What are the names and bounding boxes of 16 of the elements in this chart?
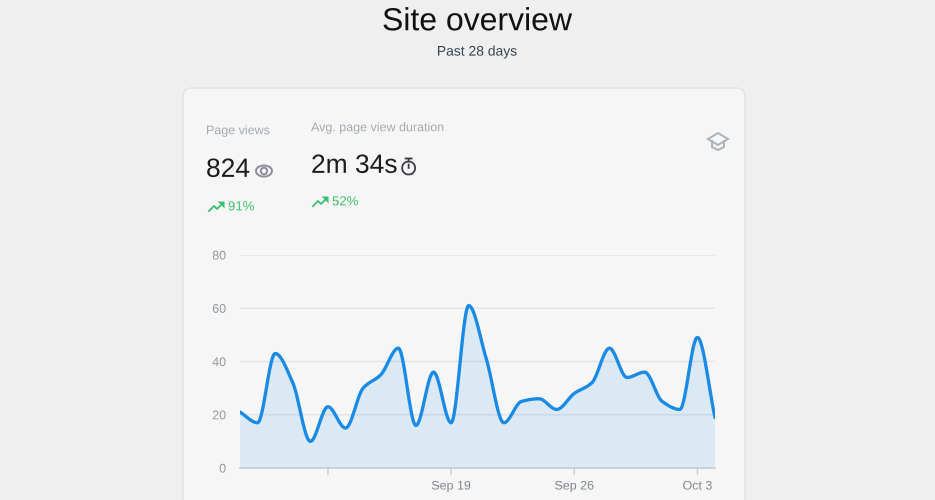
text: 52% [332,196,358,206]
text: Page views [207,125,270,137]
text: 824 [207,158,250,178]
text: 91% [228,201,254,211]
x-tick-label: Sep 19 [432,480,470,492]
chart-subtitle: Past 28 days [438,46,517,58]
y-tick-label: 0 [220,464,226,473]
x-tick-label: Oct 3 [683,480,712,490]
text: Avg. page view duration [311,122,444,134]
y-tick-label: 60 [212,304,226,313]
y-tick-label: 80 [212,250,226,260]
x-tick-label: Sep 26 [555,480,594,492]
y-tick-label: 20 [212,410,226,420]
y-tick-label: 40 [212,357,226,366]
text: 2m 34s [312,154,397,174]
chart-title: Site overview [383,7,572,31]
